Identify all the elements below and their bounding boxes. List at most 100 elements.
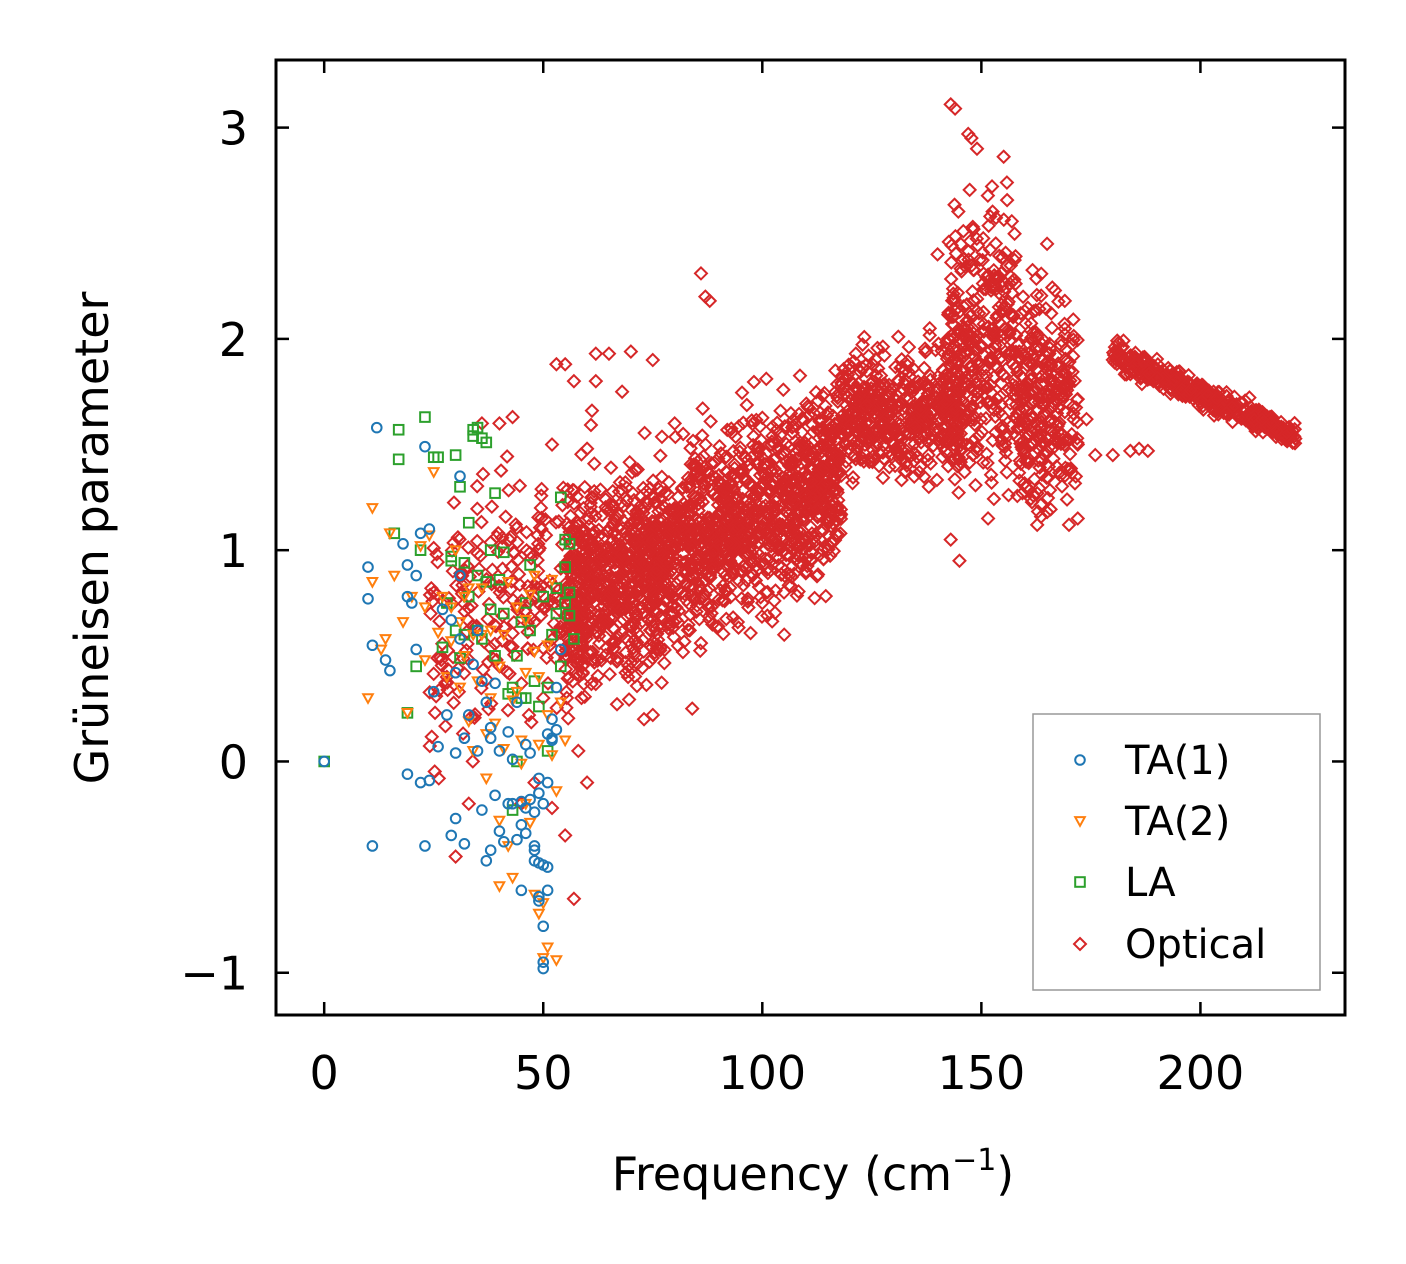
data-point (570, 743, 586, 759)
optical-point (931, 336, 946, 352)
optical-point (1044, 320, 1060, 336)
data-point (480, 854, 493, 867)
optical-point (426, 666, 442, 682)
optical-point (881, 459, 897, 475)
optical-point (423, 580, 439, 596)
optical-point (1004, 285, 1020, 301)
optical-point (993, 364, 1008, 380)
optical-point (1025, 437, 1041, 452)
optical-point (645, 488, 661, 503)
optical-point (858, 397, 874, 413)
data-point (545, 750, 559, 762)
data-point (436, 603, 449, 616)
optical-point (788, 417, 804, 432)
data-point (431, 627, 445, 640)
data-point (432, 451, 444, 464)
optical-point (1023, 367, 1039, 383)
optical-point (682, 607, 698, 623)
optical-point (792, 438, 808, 454)
x-axis-label-end: ) (996, 1147, 1014, 1201)
optical-point (746, 428, 761, 444)
optical-point (944, 316, 960, 332)
data-point (546, 628, 558, 641)
optical-point (724, 556, 740, 572)
optical-point (574, 690, 589, 706)
optical-point (964, 336, 980, 352)
optical-point (995, 408, 1011, 424)
data-point (537, 962, 550, 975)
optical-point (996, 212, 1012, 228)
optical-point (1064, 426, 1080, 442)
optical-point (865, 373, 881, 389)
optical-point (425, 593, 441, 609)
optical-point (810, 509, 826, 525)
optical-point (519, 524, 534, 540)
optical-point (830, 485, 845, 500)
optical-point (976, 266, 992, 282)
optical-point (986, 491, 1002, 507)
data-point (527, 570, 541, 583)
optical-point (427, 705, 443, 721)
optical-point (1031, 480, 1047, 496)
optical-point (768, 583, 783, 599)
optical-point (786, 523, 801, 539)
data-point (1070, 437, 1086, 452)
optical-point (1116, 333, 1131, 349)
data-point (471, 624, 484, 637)
optical-point (980, 511, 996, 526)
optical-point (816, 551, 832, 567)
optical-point (659, 617, 675, 632)
data-point (384, 664, 396, 677)
optical-point (715, 500, 730, 516)
optical-point (696, 479, 712, 495)
optical-point (617, 630, 633, 646)
optical-point (779, 453, 795, 469)
optical-point (786, 470, 802, 486)
data-point (557, 827, 573, 843)
optical-point (496, 619, 512, 635)
optical-point (1015, 289, 1031, 305)
data-point (426, 585, 442, 600)
optical-point (593, 482, 608, 498)
data-point (449, 812, 462, 825)
data-point (566, 373, 582, 389)
optical-point (917, 344, 933, 360)
optical-point (740, 594, 756, 609)
optical-point (929, 472, 945, 488)
optical-point (483, 696, 499, 711)
optical-point (569, 657, 585, 672)
x-tick-label: 150 (937, 1046, 1025, 1100)
optical-point (1014, 369, 1030, 385)
optical-point (622, 617, 638, 633)
data-point (519, 667, 533, 680)
optical-point (1057, 468, 1073, 484)
optical-point (737, 508, 753, 524)
data-point (527, 646, 541, 659)
optical-point (901, 339, 917, 355)
optical-point (940, 427, 956, 443)
data-point (497, 743, 511, 756)
optical-point (572, 505, 588, 521)
optical-point (810, 500, 826, 516)
optical-point (824, 535, 840, 551)
optical-point (707, 455, 722, 471)
optical-point (993, 376, 1009, 391)
optical-point (644, 613, 660, 629)
optical-point (787, 434, 803, 449)
optical-point (870, 361, 886, 376)
data-point (541, 884, 554, 897)
optical-point (997, 435, 1013, 451)
optical-point (769, 500, 785, 516)
optical-point (756, 557, 772, 572)
optical-point (1219, 388, 1234, 404)
legend-markers (1072, 754, 1088, 952)
optical-point (846, 354, 862, 369)
optical-point (805, 450, 821, 465)
optical-point (980, 267, 996, 283)
optical-point (1167, 372, 1183, 388)
data-point (754, 595, 770, 611)
optical-point (868, 352, 884, 367)
optical-point (534, 521, 549, 537)
optical-point (956, 380, 972, 396)
optical-point (586, 537, 602, 553)
